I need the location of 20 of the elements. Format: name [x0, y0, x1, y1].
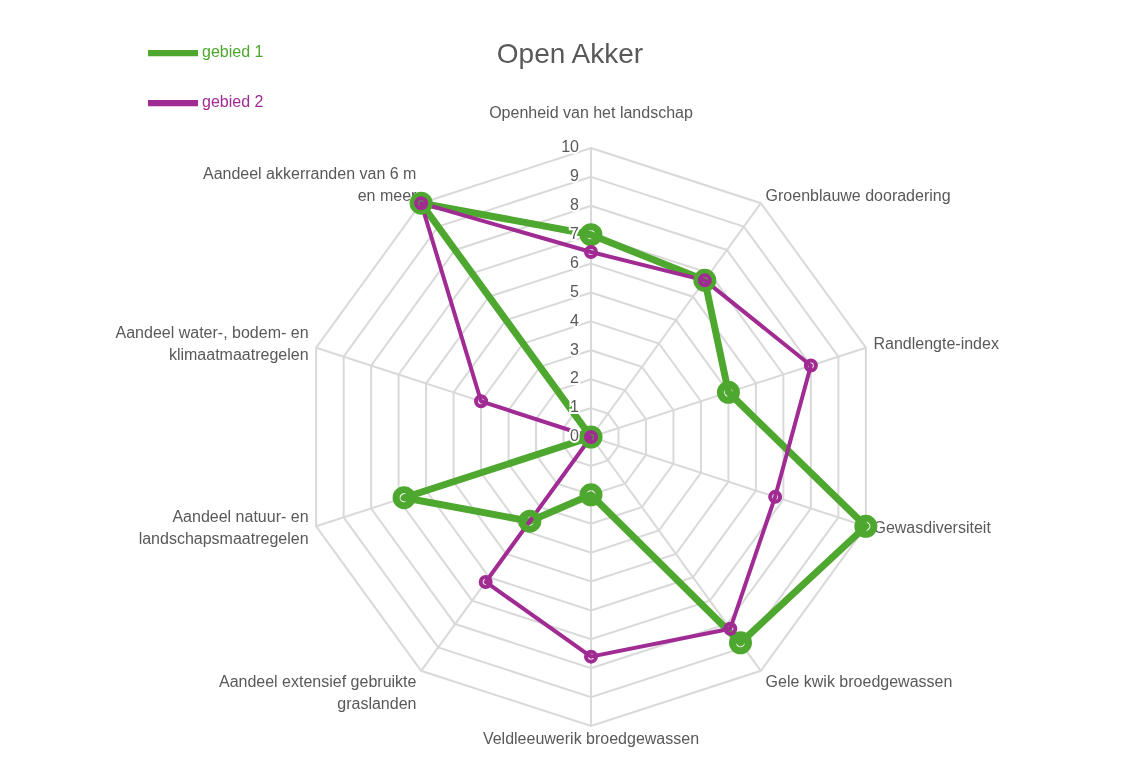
spoke-label: Aandeel extensief gebruikte graslanden — [218, 673, 417, 713]
spoke-label: Aandeel natuur- en landschapsmaatregelen — [138, 508, 309, 548]
y-tick-label: 6 — [570, 253, 580, 271]
y-tick-label: 2 — [570, 369, 580, 387]
spoke-label: Gewasdiversiteit — [873, 519, 992, 537]
y-tick-label: 5 — [570, 282, 580, 300]
spoke-label: Openheid van het landschap — [489, 104, 693, 122]
spoke-label: Aandeel water-, bodem- en klimaatmaatregelen — [115, 324, 309, 364]
spoke-label: Randlengte-index — [873, 335, 999, 353]
y-tick-label: 3 — [570, 340, 580, 358]
spoke-label: Veldleeuwerik broedgewassen — [482, 730, 700, 748]
y-tick-label: 4 — [570, 311, 580, 329]
legend-label: gebied 1 — [202, 43, 264, 61]
y-tick-label: 9 — [570, 167, 580, 185]
spoke-label: Groenblauwe dooradering — [765, 186, 951, 204]
spoke-label: Gele kwik broedgewassen — [765, 673, 953, 691]
legend-label: gebied 2 — [202, 93, 264, 111]
y-tick-label: 8 — [570, 196, 580, 214]
chart-title: Open Akker — [496, 38, 644, 69]
y-tick-label: 10 — [561, 138, 580, 156]
